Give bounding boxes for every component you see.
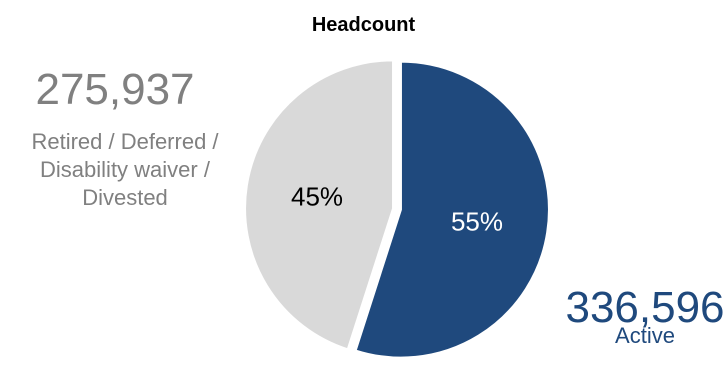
retired-count-callout: 275,937 — [35, 65, 195, 114]
active-category-label: Active — [615, 323, 675, 348]
pie-label-active: 55% — [451, 207, 503, 237]
chart-title: Headcount — [311, 14, 416, 36]
pie-slice-retired — [244, 59, 395, 351]
pie-label-retired: 45% — [291, 181, 343, 211]
retired-category-label: Retired / Deferred / Disability waiver /… — [31, 129, 219, 210]
active-count-callout: 336,596 — [565, 283, 725, 332]
pie-slice-active — [354, 60, 550, 359]
